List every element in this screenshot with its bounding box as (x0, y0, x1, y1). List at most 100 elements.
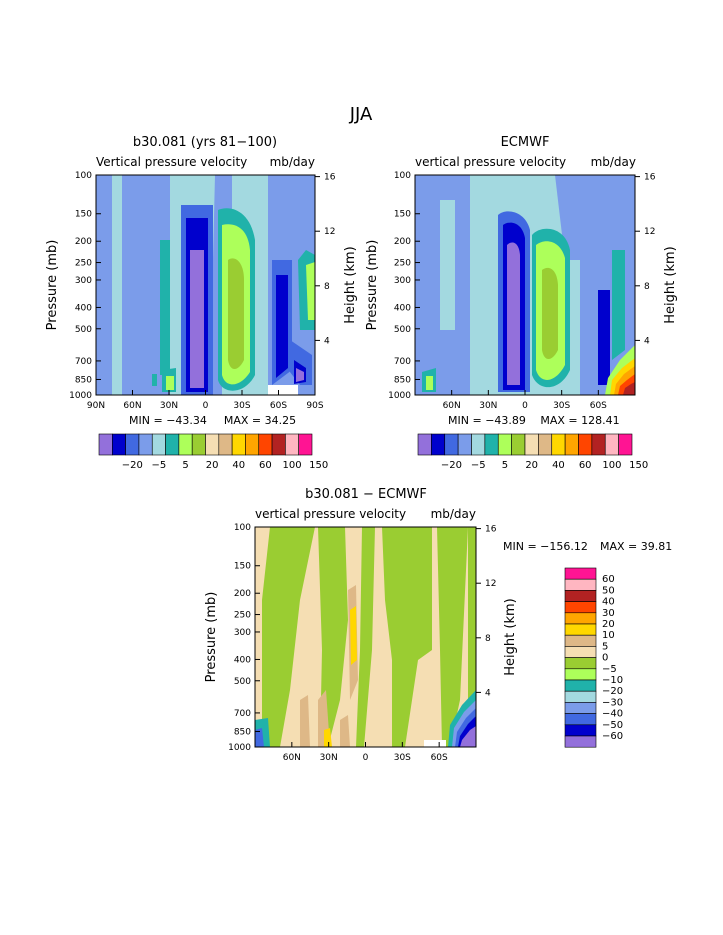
colorbar-box (564, 657, 597, 670)
panel1-ylabel: Pressure (mb) (45, 240, 60, 331)
x-tick-label: 0 (203, 401, 209, 411)
colorbar-box (165, 433, 180, 456)
colorbar-box (191, 433, 206, 456)
colorbar-box (431, 433, 446, 456)
colorbar-box (298, 433, 313, 456)
x-tick-label: 60S (431, 753, 448, 763)
colorbar-box (564, 623, 597, 636)
panel1-right-ticks: 16 12 8 4 (315, 173, 336, 346)
y-tick-label: 500 (234, 677, 251, 687)
colorbar-box (564, 634, 597, 647)
panel1-region (96, 175, 170, 395)
colorbar-box (511, 433, 526, 456)
panel1-region (190, 250, 204, 388)
panel-difference: b30.081 − ECMWF vertical pressure veloci… (204, 487, 672, 763)
panel1-max: MAX = 34.25 (224, 414, 296, 427)
panel1-region (306, 262, 315, 320)
panel1-x-ticks: 90N 60N 30N 0 30S 60S 90S (87, 390, 324, 411)
colorbar-box (444, 433, 459, 456)
colorbar-label: 50 (602, 585, 615, 596)
colorbar-box (591, 433, 606, 456)
height-tick-label: 16 (644, 173, 656, 183)
colorbar-label: 150 (629, 460, 648, 471)
y-tick-label: 700 (75, 357, 92, 367)
colorbar-box (457, 433, 472, 456)
colorbar-box (564, 646, 597, 658)
panel3-subtitle-right: mb/day (431, 507, 476, 521)
colorbar-label: −20 (441, 460, 462, 471)
y-tick-label: 300 (75, 276, 92, 286)
x-tick-label: 30N (320, 753, 338, 763)
colorbar-box (564, 702, 597, 714)
panel-ecmwf: ECMWF vertical pressure velocity mb/day (365, 135, 678, 471)
colorbar-box (151, 433, 166, 456)
panel3-contours (255, 527, 476, 747)
panel3-region (382, 527, 432, 747)
x-tick-label: 90N (87, 401, 105, 411)
y-tick-label: 250 (234, 611, 251, 621)
colorbar-box (231, 433, 246, 456)
panel1-ylabel-right: Height (km) (343, 246, 358, 323)
x-tick-label: 90S (306, 401, 323, 411)
colorbar-label: −20 (602, 686, 623, 697)
colorbar-box (285, 433, 299, 456)
panel1-title: b30.081 (yrs 81−100) (133, 135, 277, 150)
panel2-right-ticks: 16 12 8 4 (635, 173, 656, 346)
colorbar-label: 60 (579, 460, 592, 471)
colorbar-box (538, 433, 553, 456)
panel2-region (426, 376, 433, 390)
x-tick-label: 30N (479, 401, 497, 411)
colorbar-box (205, 433, 220, 456)
colorbar-label: −5 (152, 460, 167, 471)
panel3-min: MIN = −156.12 (503, 540, 588, 553)
y-tick-label: 850 (234, 727, 251, 737)
colorbar-label: 40 (602, 597, 615, 608)
y-tick-label: 150 (394, 210, 411, 220)
colorbar-label: 5 (182, 460, 188, 471)
colorbar-box (484, 433, 499, 456)
panel3-region (324, 728, 332, 747)
panel3-right-ticks: 16 12 8 4 (476, 525, 497, 698)
y-tick-label: 850 (75, 375, 92, 385)
x-tick-label: 30S (394, 753, 411, 763)
colorbar-label: −20 (122, 460, 143, 471)
panel1-subtitle-right: mb/day (270, 155, 315, 169)
colorbar-label: 40 (232, 460, 245, 471)
panel2-max: MAX = 128.41 (540, 414, 619, 427)
panel2-ylabel: Pressure (mb) (365, 240, 380, 331)
colorbar-box (564, 578, 597, 591)
x-tick-label: 30N (160, 401, 178, 411)
height-tick-label: 12 (324, 227, 335, 237)
panel2-y-ticks: 100 150 200 250 300 400 500 700 850 1000 (388, 171, 420, 401)
y-tick-label: 400 (394, 303, 411, 313)
colorbar-label: −60 (602, 731, 623, 742)
y-tick-label: 700 (394, 357, 411, 367)
panel2-region (623, 382, 635, 395)
colorbar-label: −40 (602, 709, 623, 720)
height-tick-label: 8 (485, 634, 491, 644)
height-tick-label: 12 (644, 227, 655, 237)
x-tick-label: 60N (283, 753, 301, 763)
colorbar-box (524, 433, 539, 456)
panel1-region (296, 368, 304, 382)
y-tick-label: 850 (394, 375, 411, 385)
panel2-contours (415, 175, 635, 395)
panel2-subtitle-right: mb/day (591, 155, 636, 169)
panel1-min: MIN = −43.34 (129, 414, 207, 427)
y-tick-label: 700 (234, 709, 251, 719)
colorbar-box (564, 590, 597, 602)
panel2-ylabel-right: Height (km) (663, 246, 678, 323)
y-tick-label: 300 (234, 628, 251, 638)
colorbar-label: 150 (309, 460, 328, 471)
panel1-missing (268, 385, 298, 395)
y-tick-label: 500 (75, 325, 92, 335)
x-tick-label: 30S (553, 401, 570, 411)
colorbar-box (564, 567, 597, 580)
colorbar-label: 100 (282, 460, 301, 471)
panel1-region (166, 376, 174, 390)
colorbar-box (98, 433, 113, 456)
y-tick-label: 1000 (69, 391, 92, 401)
colorbar-box (258, 433, 273, 456)
height-tick-label: 4 (644, 336, 650, 346)
